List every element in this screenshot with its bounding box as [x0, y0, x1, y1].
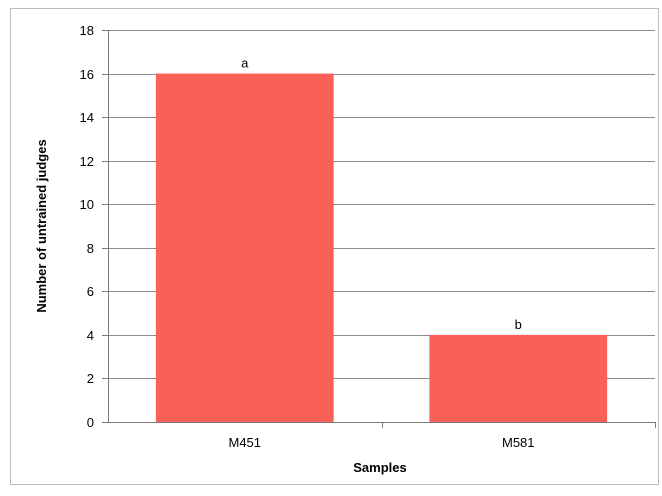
bar-data-label: a: [241, 56, 249, 71]
labels: 0 2 4 6 8 10 12 14 16 18 M451 a M581 b: [80, 23, 535, 450]
y-tick-label: 14: [80, 110, 94, 125]
x-axis-title: Samples: [353, 460, 406, 475]
y-tick-label: 12: [80, 154, 94, 169]
x-tick-label: M451: [228, 435, 261, 450]
axes: [102, 30, 656, 428]
y-tick-label: 4: [87, 328, 94, 343]
bar: [155, 73, 334, 423]
y-axis-title: Number of untrained judges: [34, 139, 49, 312]
y-tick-label: 0: [87, 415, 94, 430]
y-tick-label: 16: [80, 67, 94, 82]
bars: [155, 73, 608, 423]
y-tick-label: 2: [87, 371, 94, 386]
y-tick-label: 8: [87, 241, 94, 256]
y-tick-label: 10: [80, 197, 94, 212]
bar-data-label: b: [515, 317, 522, 332]
y-tick-label: 6: [87, 284, 94, 299]
y-tick-label: 18: [80, 23, 94, 38]
x-tick-label: M581: [502, 435, 535, 450]
bar: [429, 334, 608, 422]
